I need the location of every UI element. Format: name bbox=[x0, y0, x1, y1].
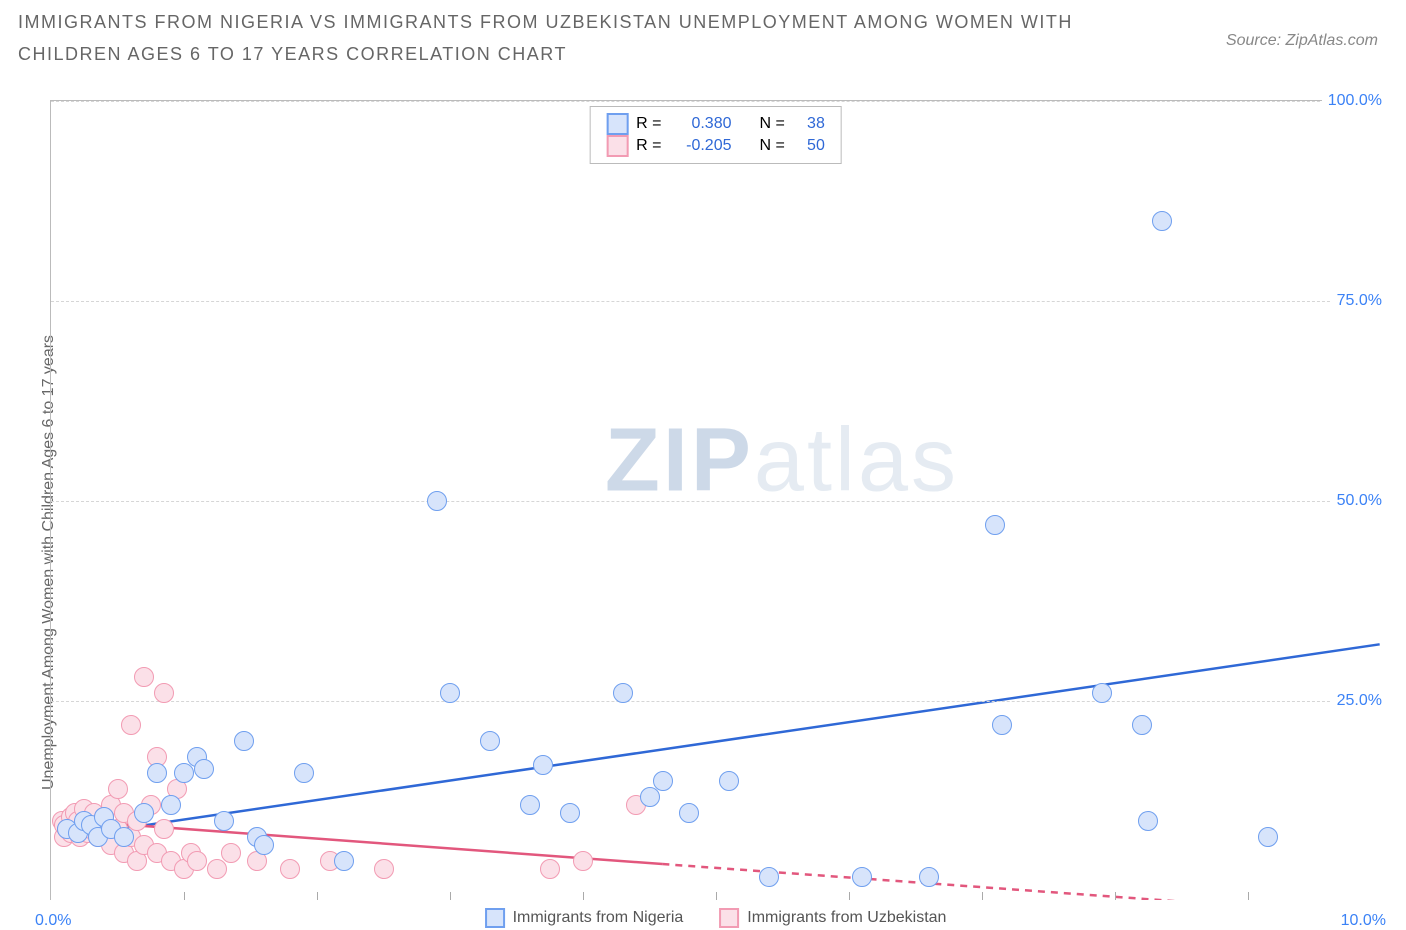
legend-item-2: Immigrants from Uzbekistan bbox=[719, 908, 946, 928]
x-axis-label-0: 0.0% bbox=[35, 912, 71, 930]
scatter-point bbox=[147, 763, 167, 783]
legend-item-1: Immigrants from Nigeria bbox=[485, 908, 684, 928]
y-tick-label: 75.0% bbox=[1331, 292, 1382, 310]
x-tick bbox=[450, 892, 451, 900]
x-tick bbox=[1248, 892, 1249, 900]
scatter-point bbox=[427, 491, 447, 511]
x-tick bbox=[583, 892, 584, 900]
r-label-2: R = bbox=[636, 137, 661, 155]
scatter-point bbox=[134, 667, 154, 687]
scatter-point bbox=[440, 683, 460, 703]
gridline bbox=[51, 701, 1380, 702]
scatter-point bbox=[154, 683, 174, 703]
y-tick-label: 100.0% bbox=[1322, 92, 1382, 110]
chart-container: IMMIGRANTS FROM NIGERIA VS IMMIGRANTS FR… bbox=[0, 0, 1406, 930]
scatter-point bbox=[174, 763, 194, 783]
swatch-series-2-b bbox=[719, 908, 739, 928]
scatter-point bbox=[985, 515, 1005, 535]
r-label-1: R = bbox=[636, 115, 661, 133]
scatter-point bbox=[114, 827, 134, 847]
swatch-series-2 bbox=[606, 135, 628, 157]
scatter-point bbox=[1152, 211, 1172, 231]
legend-stats-row-1: R = 0.380 N = 38 bbox=[606, 113, 825, 135]
swatch-series-1 bbox=[606, 113, 628, 135]
scatter-point bbox=[573, 851, 593, 871]
scatter-point bbox=[560, 803, 580, 823]
legend-series: Immigrants from Nigeria Immigrants from … bbox=[485, 908, 947, 928]
scatter-point bbox=[154, 819, 174, 839]
source-credit: Source: ZipAtlas.com bbox=[1226, 32, 1378, 50]
scatter-point bbox=[161, 795, 181, 815]
source-name: ZipAtlas.com bbox=[1286, 32, 1378, 49]
y-tick-label: 50.0% bbox=[1331, 492, 1382, 510]
scatter-point bbox=[108, 779, 128, 799]
scatter-point bbox=[194, 759, 214, 779]
scatter-point bbox=[294, 763, 314, 783]
scatter-point bbox=[121, 715, 141, 735]
r-value-2: -0.205 bbox=[670, 137, 732, 155]
watermark-atlas: atlas bbox=[754, 410, 959, 510]
y-tick-label: 25.0% bbox=[1331, 692, 1382, 710]
scatter-point bbox=[134, 803, 154, 823]
series-2-name: Immigrants from Uzbekistan bbox=[747, 909, 946, 927]
gridline bbox=[51, 301, 1380, 302]
scatter-point bbox=[1138, 811, 1158, 831]
scatter-point bbox=[1258, 827, 1278, 847]
gridline bbox=[51, 501, 1380, 502]
n-label-1: N = bbox=[760, 115, 785, 133]
plot-area: ZIPatlas R = 0.380 N = 38 R = -0.205 N =… bbox=[50, 100, 1380, 900]
scatter-point bbox=[207, 859, 227, 879]
scatter-point bbox=[214, 811, 234, 831]
scatter-point bbox=[374, 859, 394, 879]
r-value-1: 0.380 bbox=[670, 115, 732, 133]
scatter-point bbox=[679, 803, 699, 823]
swatch-series-1-b bbox=[485, 908, 505, 928]
scatter-point bbox=[653, 771, 673, 791]
legend-stats-row-2: R = -0.205 N = 50 bbox=[606, 135, 825, 157]
scatter-point bbox=[480, 731, 500, 751]
scatter-point bbox=[919, 867, 939, 887]
scatter-point bbox=[759, 867, 779, 887]
scatter-point bbox=[234, 731, 254, 751]
scatter-point bbox=[334, 851, 354, 871]
scatter-point bbox=[533, 755, 553, 775]
scatter-point bbox=[254, 835, 274, 855]
n-value-1: 38 bbox=[793, 115, 825, 133]
scatter-point bbox=[992, 715, 1012, 735]
scatter-point bbox=[280, 859, 300, 879]
x-tick bbox=[849, 892, 850, 900]
x-tick bbox=[716, 892, 717, 900]
watermark: ZIPatlas bbox=[605, 409, 959, 512]
chart-title: IMMIGRANTS FROM NIGERIA VS IMMIGRANTS FR… bbox=[18, 6, 1108, 71]
scatter-point bbox=[852, 867, 872, 887]
scatter-point bbox=[221, 843, 241, 863]
scatter-point bbox=[613, 683, 633, 703]
x-tick bbox=[982, 892, 983, 900]
source-prefix: Source: bbox=[1226, 32, 1286, 49]
scatter-point bbox=[719, 771, 739, 791]
x-tick bbox=[317, 892, 318, 900]
scatter-point bbox=[1132, 715, 1152, 735]
watermark-zip: ZIP bbox=[605, 410, 754, 510]
gridline bbox=[51, 101, 1380, 102]
scatter-point bbox=[540, 859, 560, 879]
scatter-point bbox=[640, 787, 660, 807]
n-label-2: N = bbox=[760, 137, 785, 155]
x-axis-label-end: 10.0% bbox=[1341, 912, 1386, 930]
series-1-name: Immigrants from Nigeria bbox=[513, 909, 684, 927]
x-tick bbox=[1115, 892, 1116, 900]
scatter-point bbox=[187, 851, 207, 871]
x-tick bbox=[184, 892, 185, 900]
scatter-point bbox=[1092, 683, 1112, 703]
scatter-point bbox=[520, 795, 540, 815]
legend-stats: R = 0.380 N = 38 R = -0.205 N = 50 bbox=[589, 106, 842, 164]
n-value-2: 50 bbox=[793, 137, 825, 155]
